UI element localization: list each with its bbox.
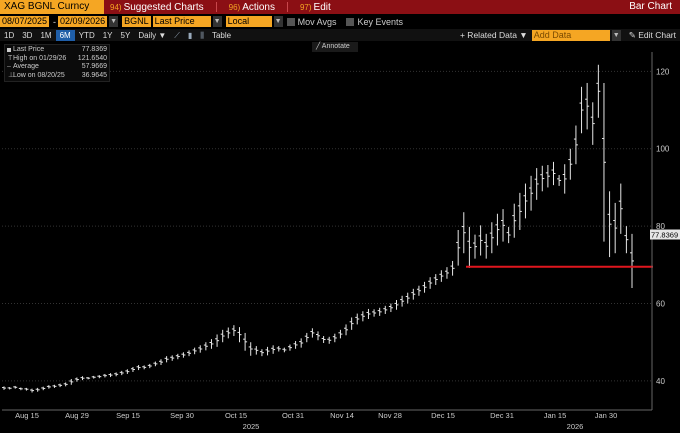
- menu-edit[interactable]: 97) Edit: [300, 0, 331, 14]
- legend-row-average: – Average 57.9669: [7, 63, 107, 70]
- x-tick-label: Jan 15: [544, 411, 567, 420]
- menu-label: Suggested Charts: [123, 1, 204, 13]
- x-tick-label: Aug 15: [15, 411, 39, 420]
- key-events-label: Key Events: [357, 16, 403, 27]
- legend-label: Low on 08/20/25: [13, 71, 65, 79]
- legend-value: 77.8369: [81, 46, 107, 53]
- bar-chart-icon[interactable]: ▮: [187, 30, 193, 40]
- chevron-down-icon[interactable]: ▼: [611, 29, 621, 41]
- x-tick-label: Aug 29: [65, 411, 89, 420]
- square-icon: [7, 48, 11, 52]
- legend-row-low: ⊥ Low on 08/20/25 36.9645: [8, 71, 107, 79]
- legend-label: Last Price: [13, 46, 45, 53]
- date-separator: -: [53, 16, 57, 27]
- ticker-field[interactable]: XAG BGNL Curncy: [0, 0, 104, 14]
- x-axis: Aug 15 Aug 29 Sep 15 Sep 30 Oct 15 Oct 31 Nov …: [2, 409, 652, 431]
- frequency-select[interactable]: Daily ▼: [138, 30, 167, 40]
- toolbar: 1D 3D 1M 6M YTD 1Y 5Y Daily ▼ ⟋ ▮ ⫼ Tabl…: [0, 29, 680, 41]
- x-tick-label: Nov 14: [330, 411, 354, 420]
- end-date-field[interactable]: 02/09/2026: [58, 16, 108, 27]
- period-5y[interactable]: 5Y: [120, 30, 131, 40]
- related-data-label: + Related Data: [459, 30, 517, 40]
- legend-label: High on 01/29/26: [13, 54, 67, 62]
- window-title: Bar Chart: [629, 1, 672, 12]
- legend-row-high: T High on 01/29/26 121.6540: [8, 54, 107, 62]
- period-1y[interactable]: 1Y: [102, 30, 113, 40]
- price-bars: [2, 64, 634, 393]
- year-label: 2025: [243, 422, 260, 431]
- x-tick-label: Jan 30: [595, 411, 618, 420]
- x-tick-label: Dec 15: [431, 411, 455, 420]
- source-field[interactable]: BGNL: [122, 16, 151, 27]
- x-tick-label: Sep 15: [116, 411, 140, 420]
- period-1m[interactable]: 1M: [40, 30, 52, 40]
- legend-value: 36.9645: [81, 71, 107, 79]
- menu-suggested-charts[interactable]: 94) Suggested Charts: [110, 0, 204, 14]
- price-field[interactable]: Last Price: [152, 16, 211, 27]
- last-price-text: 77.8369: [651, 231, 678, 240]
- legend-value: 121.6540: [77, 54, 107, 62]
- candle-chart-icon[interactable]: ⫼: [200, 30, 204, 40]
- add-data-input[interactable]: Add Data: [531, 29, 610, 41]
- menu-label: Actions: [242, 1, 275, 13]
- related-data-button[interactable]: + Related Data ▼: [459, 30, 528, 40]
- y-tick-label: 60: [656, 300, 665, 309]
- last-price-label: 77.8369: [650, 229, 680, 240]
- grid-lines: [2, 70, 652, 382]
- year-label: 2026: [567, 422, 584, 431]
- x-tick-label: Dec 31: [490, 411, 514, 420]
- period-3d[interactable]: 3D: [22, 30, 33, 40]
- mov-avgs-checkbox[interactable]: [286, 17, 295, 26]
- menu-label: Edit: [313, 1, 331, 13]
- edit-chart-button[interactable]: ✎ Edit Chart: [628, 29, 676, 40]
- period-6m[interactable]: 6M: [55, 29, 75, 41]
- top-bar: XAG BGNL Curncy 94) Suggested Charts 96)…: [0, 0, 680, 14]
- key-events-checkbox[interactable]: [346, 17, 355, 26]
- x-tick-label: Nov 28: [378, 411, 402, 420]
- table-button[interactable]: Table: [211, 30, 232, 40]
- line-chart-icon[interactable]: ⟋: [174, 30, 180, 40]
- y-tick-label: 100: [656, 145, 670, 154]
- menu-number: 97): [299, 2, 312, 12]
- chevron-down-icon[interactable]: ▼: [212, 16, 222, 27]
- pencil-icon: ╱: [316, 43, 321, 50]
- menu-divider: [281, 0, 294, 14]
- x-tick-label: Oct 31: [282, 411, 304, 420]
- start-date-field[interactable]: 08/07/2025: [0, 16, 50, 27]
- period-1d[interactable]: 1D: [4, 30, 15, 40]
- y-tick-label: 120: [656, 67, 670, 76]
- chevron-down-icon[interactable]: ▼: [109, 16, 119, 27]
- edit-chart-label: Edit Chart: [638, 29, 676, 40]
- legend-label: Average: [13, 63, 39, 70]
- legend-value: 57.9669: [81, 63, 107, 70]
- legend-row-last: Last Price 77.8369: [7, 46, 107, 55]
- period-ytd[interactable]: YTD: [78, 30, 95, 40]
- menu-divider: [210, 0, 223, 14]
- menu-actions[interactable]: 96) Actions: [229, 0, 275, 14]
- chevron-down-icon[interactable]: ▼: [273, 16, 283, 27]
- frequency-label: Daily: [138, 30, 157, 40]
- x-tick-label: Sep 30: [170, 411, 194, 420]
- y-tick-label: 40: [656, 377, 665, 386]
- last-price-box: [650, 229, 680, 240]
- menu-number: 94): [110, 2, 122, 12]
- legend[interactable]: Last Price 77.8369 T High on 01/29/26 121…: [4, 44, 110, 82]
- annotate-button[interactable]: ╱ Annotate: [312, 42, 358, 52]
- toolbar-right: + Related Data ▼ Add Data ▼ ✎ Edit Chart: [456, 29, 680, 41]
- x-tick-label: Oct 15: [225, 411, 247, 420]
- menu-number: 96): [228, 2, 241, 12]
- annotate-label: Annotate: [321, 43, 350, 50]
- y-tick-label: 80: [656, 222, 665, 231]
- mov-avgs-label: Mov Avgs: [297, 16, 337, 27]
